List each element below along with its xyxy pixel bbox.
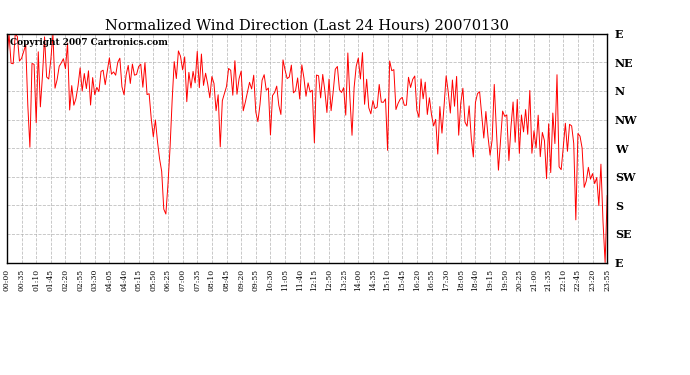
Text: Copyright 2007 Cartronics.com: Copyright 2007 Cartronics.com xyxy=(10,38,168,47)
Title: Normalized Wind Direction (Last 24 Hours) 20070130: Normalized Wind Direction (Last 24 Hours… xyxy=(105,19,509,33)
